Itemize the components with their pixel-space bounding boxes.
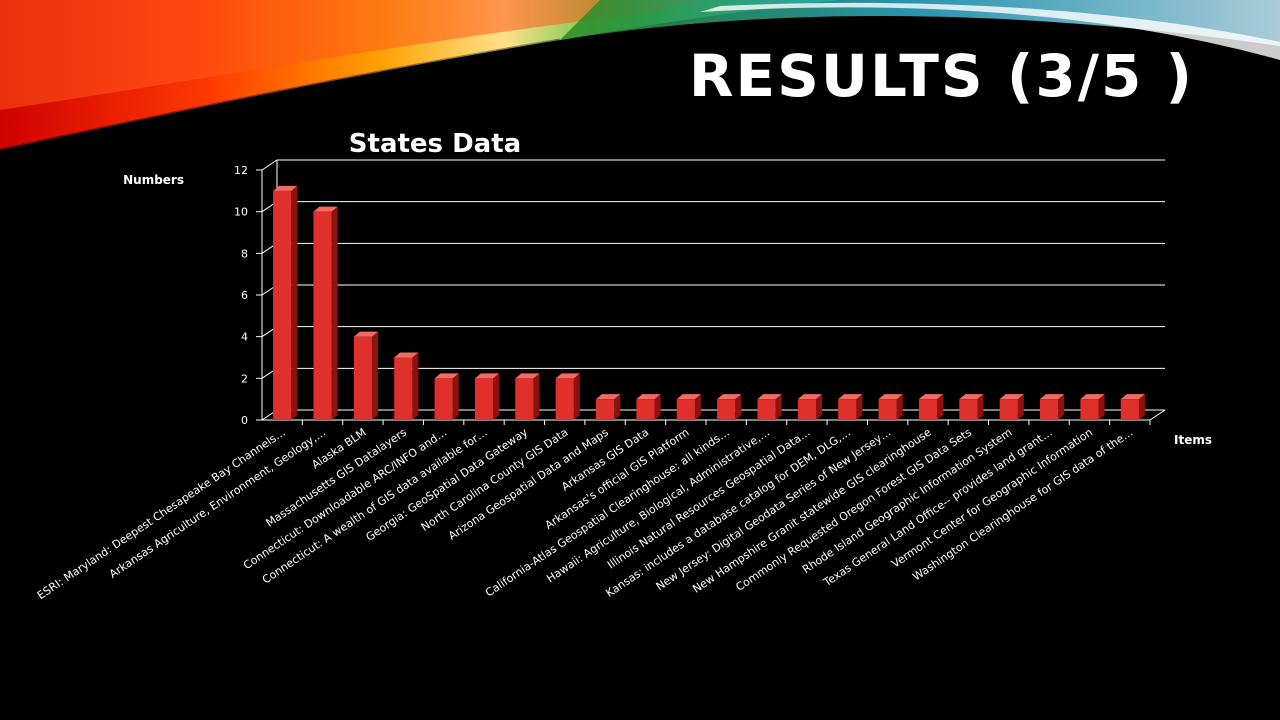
bar-side (1058, 394, 1065, 420)
y-tick-label: 2 (241, 372, 248, 385)
bar-top (394, 352, 419, 358)
bar-top (273, 185, 298, 191)
bar-top (959, 394, 984, 400)
bar-side (694, 394, 701, 420)
bar-top (1120, 394, 1145, 400)
bar (313, 211, 332, 420)
bar-top (838, 394, 863, 400)
bar (434, 378, 453, 420)
bar-side (291, 185, 298, 420)
bar-top (555, 373, 580, 379)
slide-title: RESULTS (3/5 ) (688, 42, 1194, 110)
y-tick-label: 6 (241, 289, 248, 302)
bar-top (596, 394, 621, 400)
bar (918, 399, 938, 420)
bar-side (533, 373, 540, 420)
bar-side (493, 373, 500, 420)
bar-side (977, 394, 984, 420)
y-tick-label: 0 (241, 414, 248, 427)
bar-side (1017, 394, 1024, 420)
bar (999, 399, 1018, 420)
bar (838, 399, 857, 420)
bar-side (937, 394, 944, 420)
bar-side (1098, 394, 1105, 420)
bar-top (797, 394, 822, 400)
bar (717, 399, 736, 420)
bar-side (412, 352, 419, 420)
bar-top (918, 394, 944, 400)
y-tick-label: 10 (234, 206, 248, 219)
bar-top (434, 373, 459, 379)
bar (878, 399, 897, 420)
y-tick-label: 12 (234, 164, 248, 177)
bar-top (1040, 394, 1065, 400)
bar (273, 190, 292, 420)
bar (394, 357, 413, 420)
chart-title: States Data (349, 129, 521, 159)
bar (555, 378, 574, 420)
bar-top (878, 394, 903, 400)
bar-top (515, 373, 540, 379)
bar (797, 399, 816, 420)
bar-side (452, 373, 459, 420)
x-axis-floor-side (1149, 409, 1166, 421)
bar-top (636, 394, 661, 400)
bar-top (676, 394, 701, 400)
bar (1080, 399, 1099, 420)
bar (636, 399, 655, 420)
bar-top (999, 394, 1024, 400)
bar-side (815, 394, 822, 420)
y-tick-label: 4 (241, 331, 248, 344)
bar-top (757, 394, 782, 400)
y-axis-label: Numbers (123, 173, 184, 187)
bar-side (331, 206, 338, 420)
bar-side (654, 394, 661, 420)
bar-top (313, 206, 338, 212)
x-axis-label: Items (1174, 433, 1212, 447)
bar-top (1080, 394, 1105, 400)
bar-side (614, 394, 621, 420)
bar (959, 399, 978, 420)
y-tick-label: 8 (241, 247, 248, 260)
bar (596, 399, 615, 420)
bar-side (573, 373, 580, 420)
bar-top (474, 373, 500, 379)
x-category-label: ESRI: Maryland: Deepest Chesapeake Bay C… (35, 426, 288, 602)
decorative-swoosh-banner (0, 0, 1280, 152)
gridline-side (261, 159, 278, 171)
bar (515, 378, 534, 420)
bar-side (1138, 394, 1145, 420)
bar-side (371, 331, 378, 420)
bar-top (353, 331, 378, 337)
bar (1040, 399, 1059, 420)
bar (1120, 399, 1139, 420)
bar (474, 378, 494, 420)
bar-side (775, 394, 782, 420)
bar-side (896, 394, 903, 420)
bar-side (735, 394, 742, 420)
bar-top (717, 394, 742, 400)
bar (676, 399, 695, 420)
bar-side (856, 394, 863, 420)
bar (757, 399, 776, 420)
bar (353, 336, 372, 420)
